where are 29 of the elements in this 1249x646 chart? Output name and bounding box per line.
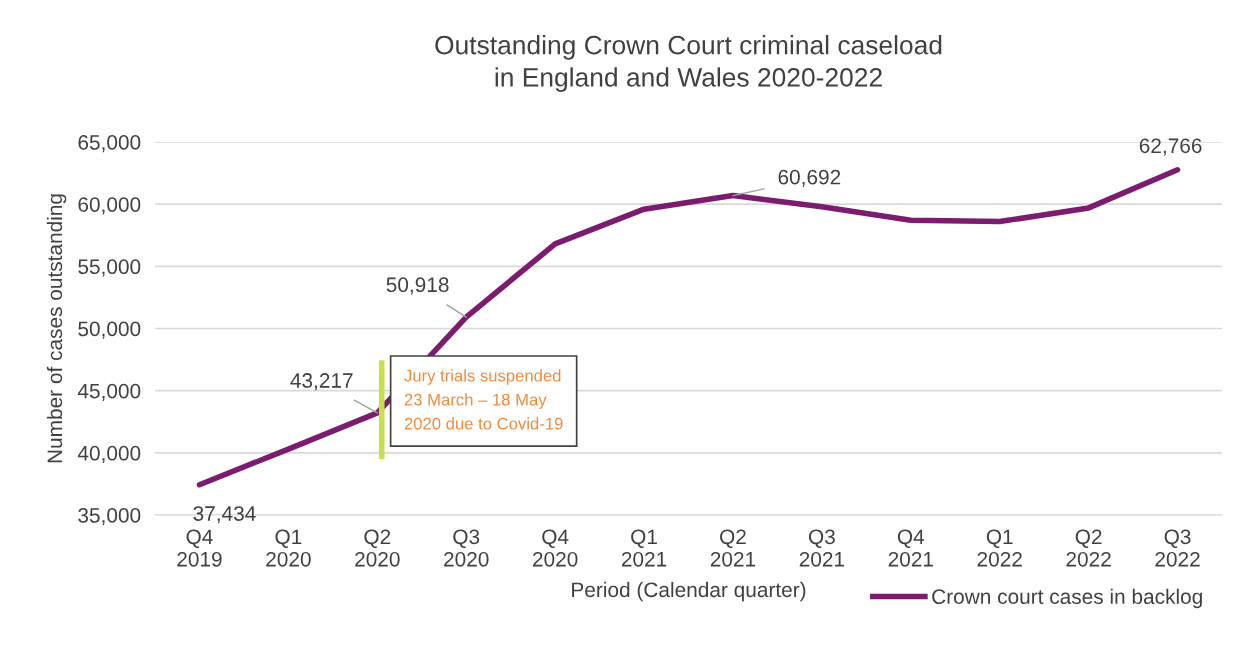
annotation: Jury trials suspended 23 March – 18 May 2020 due to Covid-19 xyxy=(404,369,563,430)
x-tick-label: Q4 2019 xyxy=(177,529,222,567)
y-tick-label: 45,000 xyxy=(77,383,141,401)
y-axis-title: Number of cases outstanding xyxy=(46,194,67,463)
data-label: 50,918 xyxy=(386,277,449,295)
x-axis-title: Period (Calendar quarter) xyxy=(572,581,806,602)
y-tick-label: 50,000 xyxy=(78,321,141,339)
x-tick-label: Q3 2021 xyxy=(799,529,845,567)
x-tick-label: Q1 2022 xyxy=(977,529,1022,567)
data-label: 60,692 xyxy=(778,169,841,187)
x-tick-label: Q2 2022 xyxy=(1066,529,1111,567)
x-tick-label: Q1 2020 xyxy=(266,529,311,567)
x-tick-label: Q4 2020 xyxy=(533,529,578,567)
x-tick-label: Q2 2021 xyxy=(710,529,756,567)
data-label: 43,217 xyxy=(290,373,353,391)
x-tick-label: Q4 2021 xyxy=(888,529,933,567)
data-label: 37,434 xyxy=(193,506,256,524)
x-tick-label: Q3 2020 xyxy=(444,529,489,567)
x-tick-label: Q1 2021 xyxy=(621,529,667,567)
data-label: 62,766 xyxy=(1139,138,1202,156)
y-tick-label: 35,000 xyxy=(78,508,141,526)
legend-label: Crown court cases in backlog xyxy=(932,588,1202,609)
y-tick-label: 55,000 xyxy=(78,259,141,277)
y-tick-label: 60,000 xyxy=(78,197,141,215)
chart-title: Outstanding Crown Court criminal caseload in England and Wales 2020-2022 xyxy=(435,35,942,92)
x-tick-label: Q3 2022 xyxy=(1155,529,1200,567)
y-tick-label: 65,000 xyxy=(78,135,141,153)
y-tick-label: 40,000 xyxy=(77,445,141,464)
x-tick-label: Q2 2020 xyxy=(355,529,400,567)
